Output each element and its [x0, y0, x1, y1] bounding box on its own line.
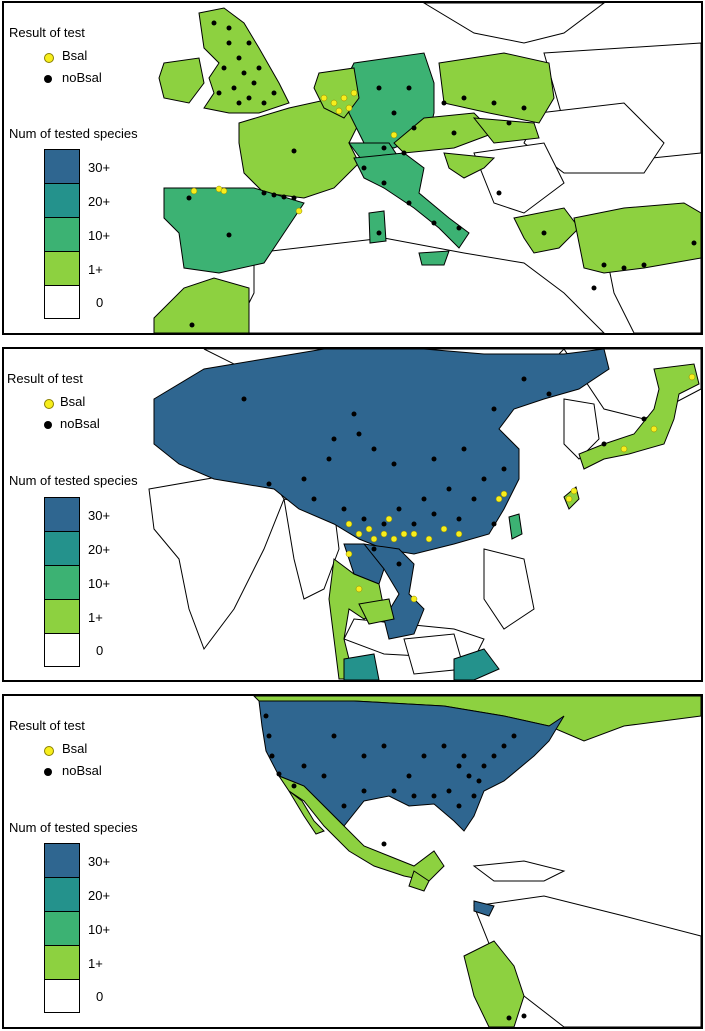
balkans-outline — [473, 142, 565, 214]
cambodia-country — [358, 598, 395, 625]
scale-label-10plus: 10+ — [88, 922, 111, 937]
scale-label-20plus: 20+ — [88, 542, 111, 557]
scale-label-1plus: 1+ — [88, 610, 103, 625]
scale-label-0: 0 — [96, 989, 104, 1004]
bsal-legend-label: Bsal — [60, 394, 86, 409]
result-legend-title: Result of test — [9, 25, 85, 40]
scale-swatch-1plus — [44, 599, 80, 633]
baja-country — [288, 790, 325, 835]
bsal-points-europe — [190, 89, 398, 215]
bsal-points-asia — [345, 373, 696, 603]
central-europe-country — [393, 112, 495, 154]
scale-swatch-20plus — [44, 531, 80, 565]
bsal-legend-label: Bsal — [62, 741, 88, 756]
result-legend-title: Result of test — [9, 718, 85, 733]
peru-country — [463, 940, 525, 1027]
scale-swatch-0 — [44, 633, 80, 667]
turkey-country — [573, 202, 701, 274]
morocco-country — [153, 277, 250, 333]
scale-swatch-1plus — [44, 251, 80, 285]
scale-swatch-20plus — [44, 877, 80, 911]
china-country — [153, 349, 610, 555]
scale-label-1plus: 1+ — [88, 956, 103, 971]
bsal-marker-icon — [44, 746, 54, 756]
scale-swatch-1plus — [44, 945, 80, 979]
scale-label-20plus: 20+ — [88, 194, 111, 209]
bsal-marker-icon — [44, 53, 54, 63]
spain-country — [163, 187, 305, 274]
malaysia-country — [343, 653, 380, 680]
scale-swatch-30plus — [44, 843, 80, 877]
sabah-country — [453, 648, 500, 680]
nobsal-marker-icon — [44, 75, 52, 83]
nobsal-points-europe — [186, 20, 697, 328]
asia-map — [148, 349, 701, 680]
japan-country — [578, 363, 700, 470]
map-panel-asia: Result of test Bsal noBsal Num of tested… — [2, 347, 703, 682]
korea-outline — [563, 398, 600, 460]
species-legend-title: Num of tested species — [9, 820, 138, 835]
bsal-marker-icon — [44, 399, 54, 409]
scale-label-0: 0 — [96, 295, 104, 310]
scale-label-10plus: 10+ — [88, 228, 111, 243]
nobsal-marker-icon — [44, 768, 52, 776]
scale-swatch-10plus — [44, 911, 80, 945]
italy-country — [353, 152, 470, 249]
scale-label-0: 0 — [96, 643, 104, 658]
greece-country — [513, 207, 580, 254]
scale-label-10plus: 10+ — [88, 576, 111, 591]
europe-map — [153, 3, 701, 333]
scale-swatch-0 — [44, 285, 80, 319]
scale-swatch-0 — [44, 979, 80, 1013]
thailand-country — [328, 558, 385, 680]
vietnam-country — [362, 543, 425, 640]
north-africa-outline — [233, 237, 605, 333]
result-legend-title: Result of test — [7, 371, 83, 386]
america-map — [253, 696, 701, 1027]
scale-label-30plus: 30+ — [88, 854, 111, 869]
map-panel-europe: Result of test Bsal noBsal Num of tested… — [2, 1, 703, 335]
scale-label-20plus: 20+ — [88, 888, 111, 903]
scale-swatch-10plus — [44, 565, 80, 599]
scale-label-30plus: 30+ — [88, 508, 111, 523]
nobsal-marker-icon — [44, 421, 52, 429]
costa-rica-country — [473, 900, 495, 917]
species-legend-title: Num of tested species — [9, 126, 138, 141]
ukraine-outline — [523, 102, 665, 174]
nobsal-points-america — [263, 713, 527, 1021]
scale-swatch-20plus — [44, 183, 80, 217]
sardinia-country — [368, 210, 387, 244]
croatia-country — [443, 152, 496, 179]
scandinavia-outline — [423, 3, 605, 44]
bsal-legend-label: Bsal — [62, 48, 88, 63]
uk-country — [198, 7, 290, 114]
guatemala-country — [408, 870, 430, 892]
taiwan-country — [508, 513, 523, 540]
scale-swatch-30plus — [44, 149, 80, 183]
philippines-outline — [483, 548, 535, 630]
sicily-country — [418, 250, 450, 266]
mexico-country — [277, 774, 445, 882]
map-panel-america: Result of test Bsal noBsal Num of tested… — [2, 694, 703, 1029]
nobsal-legend-label: noBsal — [60, 416, 100, 431]
scale-label-1plus: 1+ — [88, 262, 103, 277]
scale-swatch-30plus — [44, 497, 80, 531]
scale-swatch-10plus — [44, 217, 80, 251]
hungary-country — [472, 117, 540, 144]
ireland-country — [158, 57, 205, 104]
nobsal-points-asia — [241, 376, 647, 567]
caribbean-outline — [472, 860, 566, 882]
india-outline — [148, 468, 285, 651]
poland-country — [438, 52, 555, 124]
nobsal-legend-label: noBsal — [62, 70, 102, 85]
scale-label-30plus: 30+ — [88, 160, 111, 175]
species-legend-title: Num of tested species — [9, 473, 138, 488]
nobsal-legend-label: noBsal — [62, 763, 102, 778]
